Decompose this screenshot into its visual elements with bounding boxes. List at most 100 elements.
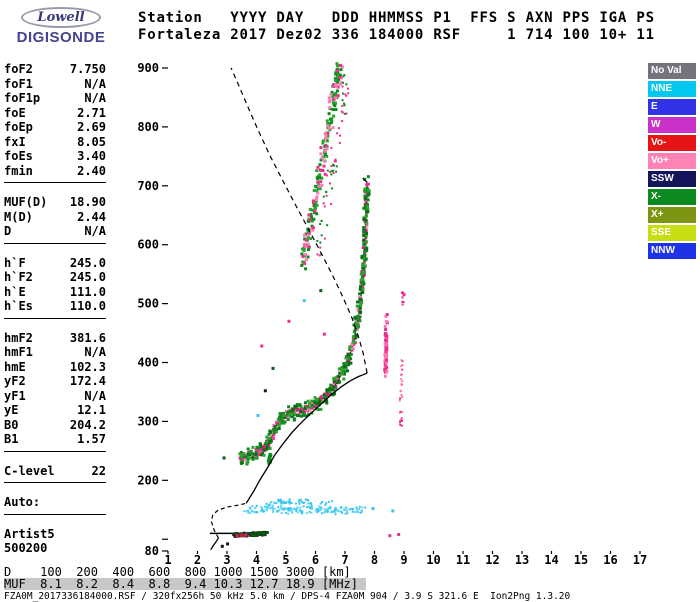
parameter-label: fxI bbox=[4, 134, 26, 149]
parameter-row: M(D) 2.44 bbox=[4, 210, 106, 225]
y-tick-label: 400 bbox=[137, 356, 159, 370]
y-tick-label: 80 bbox=[145, 544, 159, 558]
header: Station YYYY DAY DDD HHMMSS P1 FFS S AXN… bbox=[138, 10, 655, 44]
parameter-value: 102.3 bbox=[69, 359, 106, 374]
echo-cluster-x-column-89 bbox=[398, 359, 404, 427]
parameter-row: B1 1.57 bbox=[4, 432, 106, 447]
parameter-row: yE 12.1 bbox=[4, 403, 106, 418]
x-tick-label: 11 bbox=[456, 553, 470, 567]
parameter-value: 12.1 bbox=[77, 403, 106, 417]
legend-item-x-: X- bbox=[648, 189, 696, 205]
legend-item-sse: SSE bbox=[648, 225, 696, 241]
y-tick-label: 300 bbox=[137, 414, 159, 428]
parameter-value: N/A bbox=[84, 388, 106, 403]
parameter-label: hmF2 bbox=[4, 330, 33, 345]
x-tick-label: 4 bbox=[253, 553, 260, 567]
parameter-label: foF2 bbox=[4, 62, 33, 76]
parameter-group: Auto: bbox=[4, 495, 106, 515]
parameter-value: 2.69 bbox=[77, 120, 106, 134]
parameter-row: hmF2 381.6 bbox=[4, 331, 106, 346]
lowell-logo-text: Lowell bbox=[21, 7, 101, 28]
echo-cluster-es-echoes-red bbox=[235, 533, 250, 538]
direction-legend: No Val NNE E W Vo- Vo+ SSW X- X+ SSE NNW bbox=[648, 63, 698, 261]
parameter-value: 2.71 bbox=[77, 105, 106, 120]
parameter-row: yF2 172.4 bbox=[4, 374, 106, 389]
parameter-label: foF1 bbox=[4, 76, 33, 91]
parameter-row: h`F 245.0 bbox=[4, 256, 106, 271]
parameter-label: fmin bbox=[4, 163, 33, 178]
muf-row: MUF 8.1 8.2 8.4 8.8 9.4 10.3 12.7 18.9 [… bbox=[4, 578, 367, 590]
echo-cluster-x-column-84 bbox=[383, 312, 389, 378]
topside-profile bbox=[230, 67, 368, 374]
echo-cluster-second-hop-outer bbox=[316, 74, 350, 257]
x-tick-label: 15 bbox=[574, 553, 588, 567]
x-tick-label: 17 bbox=[633, 553, 647, 567]
parameter-label: yF1 bbox=[4, 388, 26, 403]
parameter-row: D N/A bbox=[4, 224, 106, 239]
digisonde-logo: Lowell DIGISONDE bbox=[6, 6, 116, 46]
parameter-label: foEp bbox=[4, 120, 33, 134]
parameter-row: B0 204.2 bbox=[4, 418, 106, 433]
x-tick-label: 2 bbox=[194, 553, 201, 567]
x-tick-label: 5 bbox=[282, 553, 289, 567]
parameter-row: foF2 7.750 bbox=[4, 62, 106, 77]
parameter-label: D bbox=[4, 224, 12, 238]
echo-cluster-spread-cyan-upper bbox=[265, 498, 334, 506]
parameter-row: foE 2.71 bbox=[4, 106, 106, 121]
parameter-group: foF2 7.750 foF1 N/A foF1p N/A foE 2.71 foEp 2.69 f… bbox=[4, 62, 106, 183]
parameter-row: C-level 22 bbox=[4, 464, 106, 479]
parameter-value: 1.57 bbox=[77, 432, 106, 446]
distance-row: D 100 200 400 600 800 1000 1500 3000 [km… bbox=[4, 565, 351, 579]
parameter-value: 18.90 bbox=[69, 195, 106, 209]
parameter-label: yE bbox=[4, 403, 19, 417]
parameter-row: 500200 bbox=[4, 541, 106, 556]
f-bottomside-profile bbox=[245, 372, 368, 504]
x-tick-label: 16 bbox=[603, 553, 617, 567]
parameter-label: B1 bbox=[4, 432, 19, 446]
parameter-value: 204.2 bbox=[69, 417, 106, 432]
parameter-label: foEs bbox=[4, 149, 33, 163]
parameter-label: MUF(D) bbox=[4, 195, 48, 209]
parameter-label: Artist5 bbox=[4, 526, 55, 541]
parameter-label: hmF1 bbox=[4, 345, 33, 359]
parameter-value: 172.4 bbox=[69, 374, 106, 388]
x-tick-label: 9 bbox=[400, 553, 407, 567]
parameter-label: C-level bbox=[4, 463, 55, 478]
e-region-profile bbox=[210, 537, 219, 551]
parameter-value: 245.0 bbox=[69, 255, 106, 270]
parameter-row: fmin 2.40 bbox=[4, 164, 106, 179]
parameter-panel: foF2 7.750 foF1 N/A foF1p N/A foE 2.71 foEp 2.69 f… bbox=[4, 62, 106, 568]
y-tick-label: 600 bbox=[137, 238, 159, 252]
parameter-label: yF2 bbox=[4, 374, 26, 388]
y-tick-label: 500 bbox=[137, 297, 159, 311]
echo-cluster-second-hop-pink bbox=[301, 63, 344, 266]
parameter-value: 381.6 bbox=[69, 330, 106, 345]
x-tick-label: 10 bbox=[426, 553, 440, 567]
trace-top-hook bbox=[362, 177, 368, 183]
parameter-value: N/A bbox=[84, 76, 106, 91]
y-tick-label: 800 bbox=[137, 120, 159, 134]
legend-item-x+: X+ bbox=[648, 207, 696, 223]
parameter-label: h`F2 bbox=[4, 270, 33, 284]
parameter-label: foF1p bbox=[4, 91, 41, 105]
y-tick-label: 200 bbox=[137, 473, 159, 487]
parameter-value: N/A bbox=[84, 345, 106, 359]
parameter-row: Artist5 bbox=[4, 527, 106, 542]
parameter-value: 2.40 bbox=[77, 163, 106, 178]
parameter-row: h`F2 245.0 bbox=[4, 270, 106, 285]
legend-item-vo+: Vo+ bbox=[648, 153, 696, 169]
y-axis: 900 800 700 600 500 400 300 200 80 bbox=[137, 61, 168, 558]
parameter-label: h`F bbox=[4, 255, 26, 270]
header-line-1: Station YYYY DAY DDD HHMMSS P1 FFS S AXN… bbox=[138, 10, 655, 26]
x-tick-label: 8 bbox=[371, 553, 378, 567]
legend-item-w: W bbox=[648, 117, 696, 133]
parameter-row: foF1 N/A bbox=[4, 77, 106, 92]
parameter-value: N/A bbox=[84, 91, 106, 105]
legend-item-no-val: No Val bbox=[648, 63, 696, 79]
parameter-group: hmF2 381.6 hmF1 N/A hmE 102.3 yF2 172.4 yF1 N/A yE… bbox=[4, 331, 106, 452]
parameter-label: M(D) bbox=[4, 209, 33, 224]
legend-item-nne: NNE bbox=[648, 81, 696, 97]
parameter-group: MUF(D) 18.90 M(D) 2.44 D N/A bbox=[4, 195, 106, 244]
x-tick-label: 13 bbox=[515, 553, 529, 567]
